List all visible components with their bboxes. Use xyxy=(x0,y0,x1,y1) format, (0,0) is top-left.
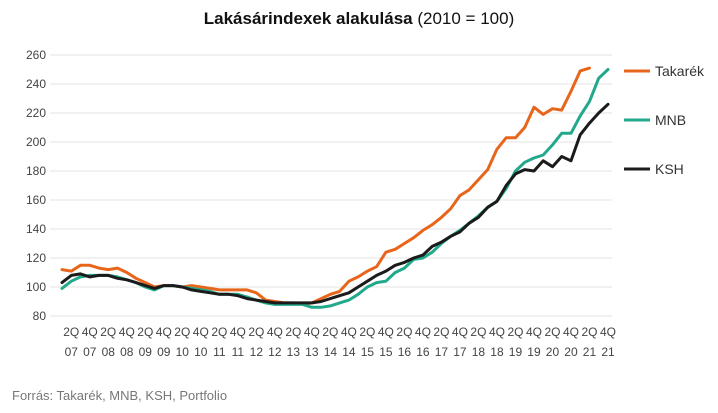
x-tick-label: 4Q xyxy=(415,325,431,339)
y-tick-label: 180 xyxy=(26,164,46,178)
x-tick-label: 2Q xyxy=(544,325,560,339)
chart-subtitle: (2010 = 100) xyxy=(417,9,515,28)
x-tick-label: 2Q xyxy=(248,325,264,339)
x-tick-label: 20 xyxy=(564,345,578,359)
x-tick-label: 2Q xyxy=(137,325,153,339)
y-tick-label: 140 xyxy=(26,222,46,236)
legend-label: KSH xyxy=(655,161,684,177)
x-tick-label: 4Q xyxy=(341,325,357,339)
x-tick-label: 08 xyxy=(120,345,134,359)
x-tick-label: 18 xyxy=(472,345,486,359)
x-tick-label: 4Q xyxy=(82,325,98,339)
x-tick-label: 4Q xyxy=(119,325,135,339)
source-note: Forrás: Takarék, MNB, KSH, Portfolio xyxy=(12,388,228,403)
legend-label: MNB xyxy=(655,112,686,128)
y-tick-label: 160 xyxy=(26,193,46,207)
x-tick-label: 17 xyxy=(435,345,449,359)
x-tick-label: 14 xyxy=(342,345,356,359)
x-tick-label: 2Q xyxy=(396,325,412,339)
x-tick-label: 11 xyxy=(232,345,245,359)
x-tick-label: 2Q xyxy=(433,325,449,339)
y-tick-label: 200 xyxy=(26,135,46,149)
x-tick-label: 2Q xyxy=(63,325,79,339)
x-tick-label: 10 xyxy=(194,345,208,359)
x-tick-label: 19 xyxy=(509,345,523,359)
x-tick-label: 2Q xyxy=(507,325,523,339)
x-tick-label: 13 xyxy=(305,345,319,359)
x-tick-label: 4Q xyxy=(489,325,505,339)
x-tick-label: 17 xyxy=(453,345,467,359)
x-tick-label: 4Q xyxy=(526,325,542,339)
x-tick-label: 08 xyxy=(102,345,116,359)
x-tick-label: 21 xyxy=(583,345,597,359)
x-tick-label: 07 xyxy=(83,345,97,359)
x-tick-label: 15 xyxy=(379,345,393,359)
x-tick-label: 19 xyxy=(527,345,541,359)
x-tick-label: 21 xyxy=(601,345,615,359)
x-tick-label: 09 xyxy=(157,345,171,359)
y-tick-label: 100 xyxy=(26,280,46,294)
x-tick-label: 2Q xyxy=(100,325,116,339)
x-tick-label: 15 xyxy=(361,345,375,359)
series-line-mnb xyxy=(60,68,610,309)
x-tick-label: 2Q xyxy=(581,325,597,339)
series-line-ksh xyxy=(60,102,610,305)
x-tick-label: 2Q xyxy=(211,325,227,339)
series-line-takarék xyxy=(60,66,591,306)
x-tick-label: 4Q xyxy=(230,325,246,339)
x-tick-label: 2Q xyxy=(322,325,338,339)
x-tick-label: 16 xyxy=(398,345,412,359)
y-tick-label: 240 xyxy=(26,77,46,91)
x-tick-label: 2Q xyxy=(285,325,301,339)
x-tick-label: 13 xyxy=(287,345,301,359)
x-tick-label: 07 xyxy=(65,345,79,359)
x-tick-label: 2Q xyxy=(174,325,190,339)
x-tick-label: 16 xyxy=(416,345,430,359)
x-tick-label: 4Q xyxy=(304,325,320,339)
x-tick-label: 2Q xyxy=(359,325,375,339)
x-tick-label: 4Q xyxy=(378,325,394,339)
x-tick-label: 4Q xyxy=(452,325,468,339)
y-tick-label: 120 xyxy=(26,251,46,265)
y-tick-label: 260 xyxy=(26,48,46,62)
x-tick-label: 18 xyxy=(490,345,504,359)
x-tick-label: 12 xyxy=(268,345,282,359)
x-tick-label: 12 xyxy=(250,345,264,359)
y-tick-label: 80 xyxy=(33,309,47,323)
x-tick-label: 4Q xyxy=(193,325,209,339)
x-tick-label: 14 xyxy=(324,345,338,359)
x-tick-label: 20 xyxy=(546,345,560,359)
y-tick-label: 220 xyxy=(26,106,46,120)
chart-title: Lakásárindexek alakulása (2010 = 100) xyxy=(203,9,515,28)
x-tick-label: 09 xyxy=(139,345,153,359)
x-tick-label: 4Q xyxy=(156,325,172,339)
x-tick-label: 11 xyxy=(213,345,226,359)
x-tick-label: 4Q xyxy=(600,325,616,339)
x-tick-label: 4Q xyxy=(563,325,579,339)
x-tick-label: 10 xyxy=(176,345,190,359)
legend-label: Takarék xyxy=(655,63,705,79)
x-tick-label: 2Q xyxy=(470,325,486,339)
x-tick-label: 4Q xyxy=(267,325,283,339)
